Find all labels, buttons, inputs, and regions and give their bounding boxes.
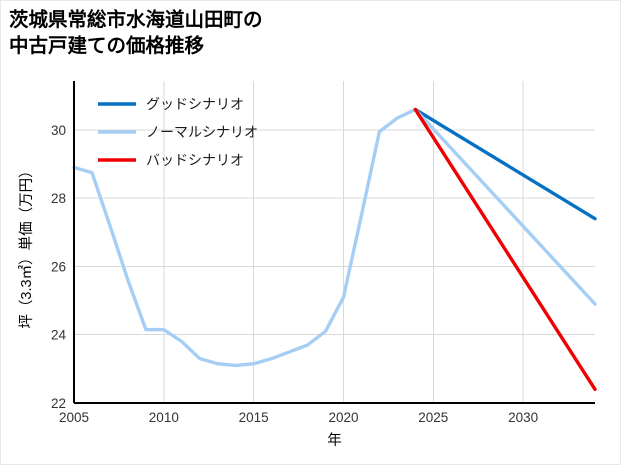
x-tick-label: 2020 <box>328 410 358 425</box>
x-tick-label: 2025 <box>418 410 448 425</box>
y-tick-label: 26 <box>51 259 66 274</box>
axis-spines <box>72 81 595 405</box>
y-tick-label: 22 <box>51 396 66 411</box>
y-tick-label: 28 <box>51 191 66 206</box>
series-line-2 <box>413 107 597 306</box>
legend-label-0: グッドシナリオ <box>146 96 244 112</box>
legend-label-1: ノーマルシナリオ <box>146 124 258 140</box>
x-tick-label: 2005 <box>59 410 89 425</box>
y-axis-title: 坪（3.3㎡）単価（万円） <box>18 163 35 328</box>
chart-series-group <box>72 107 597 392</box>
x-gridlines <box>73 81 524 403</box>
y-tick-label: 30 <box>51 123 66 138</box>
x-tick-labels: 2005 2010 2015 2020 2025 2030 <box>59 410 538 425</box>
x-tick-label: 2015 <box>239 410 269 425</box>
y-tick-labels: 22 24 26 28 30 <box>51 123 67 411</box>
chart-title: 茨城県常総市水海道山田町の 中古戸建ての価格推移 <box>9 9 263 57</box>
y-tick-label: 24 <box>51 328 67 343</box>
series-line-0 <box>72 107 418 368</box>
x-tick-label: 2030 <box>508 410 538 425</box>
x-tick-label: 2010 <box>149 410 179 425</box>
legend-label-2: バッドシナリオ <box>146 152 244 168</box>
series-line-1 <box>413 107 597 221</box>
series-line-3 <box>413 107 597 392</box>
x-axis-title: 年 <box>327 432 342 449</box>
